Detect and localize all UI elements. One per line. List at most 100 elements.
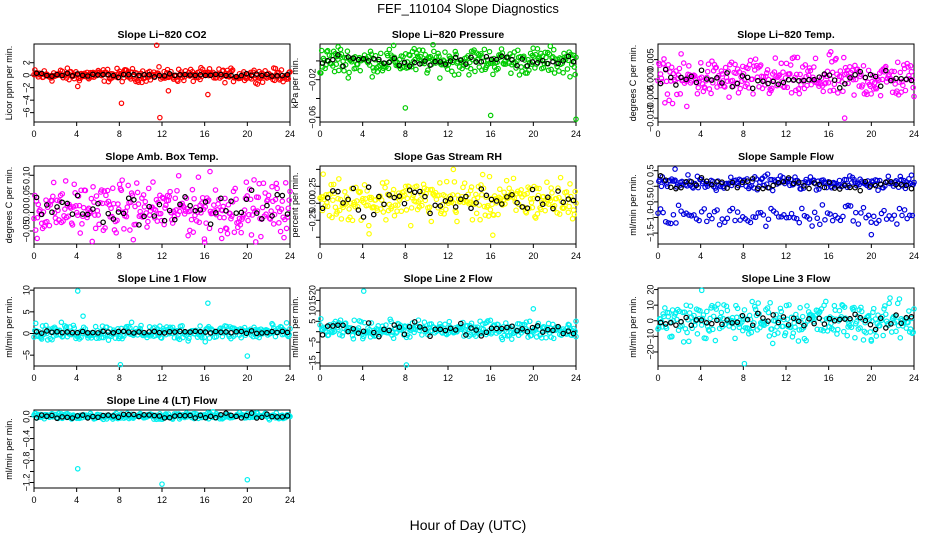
data-point-black	[447, 196, 454, 202]
data-point	[555, 185, 561, 191]
data-point	[560, 69, 566, 76]
data-point-black	[755, 77, 761, 84]
data-point-black	[151, 74, 158, 80]
data-point-black	[64, 200, 71, 207]
data-point-black	[329, 188, 336, 194]
data-point	[181, 211, 188, 217]
data-point-black	[125, 71, 132, 78]
data-point-black	[360, 214, 367, 220]
data-point	[82, 187, 89, 194]
data-point	[395, 202, 401, 208]
data-point-black	[207, 221, 214, 227]
data-point	[902, 87, 909, 94]
series-colored	[655, 48, 917, 121]
data-point	[251, 67, 257, 74]
data-point	[246, 211, 252, 218]
data-point	[876, 77, 882, 83]
data-point-black	[765, 80, 771, 87]
data-point	[60, 218, 66, 224]
data-point	[556, 211, 563, 217]
data-point	[123, 213, 130, 220]
outlier-point	[74, 288, 81, 294]
y-tick-label: −0.02	[307, 68, 317, 91]
data-point	[781, 332, 788, 339]
data-point-black	[115, 328, 122, 335]
data-point-black	[729, 320, 736, 326]
data-point	[873, 85, 880, 92]
data-point-black	[560, 58, 567, 64]
outlier-point	[244, 353, 251, 359]
data-point	[675, 202, 682, 209]
x-tick-label: 12	[781, 251, 791, 261]
data-point	[844, 332, 851, 339]
data-point	[778, 308, 785, 315]
data-point-black	[509, 323, 515, 330]
data-point	[249, 212, 256, 218]
data-point-black	[826, 72, 833, 78]
x-tick-label: 24	[571, 129, 581, 139]
data-point	[260, 180, 267, 187]
data-point-black	[401, 200, 408, 207]
data-point	[674, 316, 680, 323]
data-point	[773, 311, 779, 318]
data-point-black	[95, 330, 101, 336]
data-point-black	[100, 71, 106, 78]
data-point	[391, 212, 398, 219]
data-point	[467, 65, 474, 72]
data-point	[804, 303, 810, 309]
data-point-black	[166, 328, 173, 335]
data-point	[862, 319, 868, 326]
data-point	[564, 193, 571, 199]
data-point	[506, 185, 513, 192]
data-point	[63, 324, 70, 330]
data-point-black	[218, 71, 224, 78]
data-point	[850, 218, 857, 224]
data-point-black	[355, 56, 362, 63]
data-point	[851, 304, 857, 311]
data-point	[721, 219, 728, 226]
data-point-black	[197, 207, 204, 213]
data-point	[834, 331, 840, 337]
data-point	[332, 204, 339, 211]
data-point	[660, 209, 666, 216]
data-point	[774, 82, 780, 89]
data-point-black	[514, 62, 520, 69]
data-point	[887, 295, 893, 301]
data-point-black	[790, 180, 797, 187]
data-point	[346, 69, 352, 76]
data-point	[732, 217, 738, 224]
data-point-black	[867, 183, 874, 189]
data-point	[823, 79, 829, 86]
data-point	[34, 214, 41, 221]
data-point-black	[427, 62, 433, 68]
data-point	[55, 207, 61, 214]
series-colored	[31, 409, 293, 487]
data-point	[811, 64, 817, 70]
data-point-black	[463, 332, 469, 338]
data-point	[823, 179, 829, 186]
data-point	[673, 68, 679, 74]
data-point	[425, 67, 431, 73]
data-point-black	[207, 72, 214, 79]
data-point	[158, 335, 165, 341]
data-point	[572, 71, 578, 78]
data-point	[683, 302, 690, 309]
outlier-point	[201, 239, 208, 245]
data-point	[831, 302, 838, 309]
data-point-black	[432, 326, 439, 333]
data-point-black	[396, 62, 403, 69]
outlier-point	[530, 305, 537, 312]
data-point	[237, 221, 244, 228]
data-point	[549, 190, 555, 196]
data-point	[479, 191, 485, 198]
data-point	[715, 301, 721, 308]
x-tick-label: 20	[866, 373, 876, 383]
data-point	[880, 332, 886, 339]
data-point-black	[488, 196, 495, 203]
data-point	[98, 187, 105, 193]
data-point	[318, 70, 324, 76]
data-point	[888, 216, 895, 222]
data-point	[115, 201, 121, 207]
outlier-point	[153, 42, 160, 49]
data-point-black	[698, 317, 705, 323]
